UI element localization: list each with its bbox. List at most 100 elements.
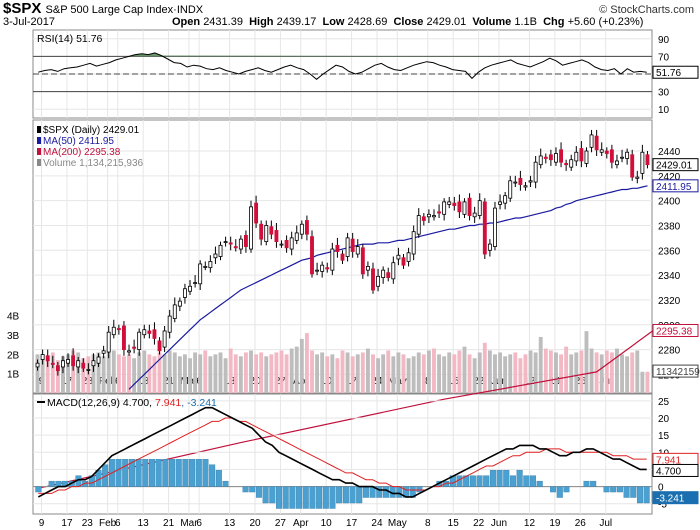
macd-histogram-bar bbox=[416, 486, 423, 493]
open-value: 2431.39 bbox=[203, 16, 243, 28]
candle-body bbox=[320, 264, 325, 272]
candle-body bbox=[111, 326, 116, 336]
macd-histogram-bar bbox=[309, 486, 316, 509]
macd-histogram-bar bbox=[148, 458, 155, 487]
macd-histogram-bar bbox=[276, 486, 282, 509]
macd-histogram-bar bbox=[249, 486, 256, 493]
volume-bar bbox=[243, 352, 248, 393]
rsi-title: RSI(14) 51.76 bbox=[37, 33, 103, 45]
candle-body bbox=[289, 237, 294, 250]
volume-bar bbox=[543, 348, 548, 393]
macd-histogram-bar bbox=[530, 475, 537, 487]
macd-histogram-bar bbox=[483, 475, 490, 487]
last-volume-value: 1134215936 bbox=[656, 367, 700, 378]
candle-body bbox=[432, 215, 436, 218]
candle-body bbox=[152, 329, 157, 339]
macd-histogram-bar bbox=[469, 475, 476, 487]
volume-bar bbox=[330, 354, 335, 393]
volume-bar bbox=[279, 350, 284, 393]
macd-histogram-bar bbox=[128, 458, 135, 487]
volume-bar bbox=[548, 350, 553, 393]
volume-bar bbox=[498, 352, 503, 393]
rsi-last-value: 51.76 bbox=[656, 68, 681, 79]
price-tick-label: 2280 bbox=[658, 346, 681, 357]
macd-histogram-bar bbox=[55, 480, 62, 487]
candle-body bbox=[609, 149, 614, 163]
candle-body bbox=[584, 150, 589, 164]
volume-bar bbox=[142, 350, 147, 393]
candle-body bbox=[447, 201, 452, 205]
macd-histogram-bar bbox=[523, 475, 530, 487]
macd-line bbox=[37, 406, 647, 498]
high-value: 2439.17 bbox=[276, 16, 317, 28]
volume-bar bbox=[421, 354, 426, 393]
last-ma200-value: 2295.38 bbox=[656, 326, 693, 337]
volume-bar bbox=[193, 352, 198, 393]
candle-body bbox=[182, 288, 187, 298]
macd-histogram-bar bbox=[550, 486, 557, 493]
last-close-value: 2429.01 bbox=[656, 161, 693, 172]
volume-bar bbox=[91, 354, 96, 393]
macd-histogram-bar bbox=[356, 486, 363, 504]
macd-histogram-bar bbox=[349, 486, 356, 504]
candle-body bbox=[40, 354, 45, 360]
candle-body bbox=[487, 243, 492, 251]
candle-body bbox=[315, 269, 320, 272]
candle-body bbox=[243, 235, 248, 247]
macd-signal-last: 7.941 bbox=[656, 455, 681, 466]
volume-bar bbox=[442, 356, 447, 393]
candle-body bbox=[259, 223, 264, 240]
volume-bar bbox=[554, 352, 558, 393]
volume-bar bbox=[609, 352, 614, 393]
volume-bar bbox=[386, 350, 391, 393]
candle-body bbox=[594, 135, 599, 151]
rsi-line bbox=[38, 52, 647, 80]
macd-title-part-3: , -3.241 bbox=[181, 397, 217, 409]
candle-body bbox=[299, 223, 304, 235]
macd-histogram-bar bbox=[443, 480, 450, 487]
candle-body bbox=[198, 263, 203, 285]
macd-histogram-bar bbox=[516, 469, 523, 487]
price-tick-label: 2340 bbox=[658, 271, 681, 282]
volume-bar bbox=[447, 352, 452, 393]
candle-body bbox=[498, 201, 503, 205]
volume-bar bbox=[518, 358, 523, 393]
candle-body bbox=[615, 160, 619, 166]
candle-body bbox=[645, 154, 650, 166]
volume-bar bbox=[528, 350, 533, 393]
candle-body bbox=[416, 215, 421, 235]
macd-histogram-bar bbox=[202, 458, 209, 487]
volume-bar bbox=[289, 348, 294, 393]
macd-histogram-bar bbox=[48, 480, 55, 487]
volume-bar bbox=[589, 348, 594, 393]
candle-body bbox=[635, 176, 640, 179]
volume-bar bbox=[137, 352, 142, 393]
volume-bar bbox=[325, 356, 330, 393]
volume-bar bbox=[350, 356, 355, 393]
candle-body bbox=[437, 211, 442, 214]
volume-bar bbox=[462, 346, 467, 393]
volume-bar bbox=[106, 348, 111, 393]
x-tick-label-macd: 23 bbox=[82, 518, 94, 529]
macd-histogram-bar bbox=[175, 458, 182, 487]
candle-body bbox=[137, 331, 142, 350]
macd-tick-label: 15 bbox=[658, 431, 670, 442]
macd-hist-box bbox=[652, 491, 699, 505]
volume-bar bbox=[182, 354, 187, 393]
price-tick-label: 2400 bbox=[658, 197, 681, 208]
candle-body bbox=[284, 239, 289, 249]
volume-bar bbox=[198, 354, 203, 393]
candle-body bbox=[127, 350, 131, 353]
macd-tick-label: 0 bbox=[658, 483, 664, 494]
macd-histogram-bar bbox=[336, 486, 343, 504]
volume-bar bbox=[508, 354, 513, 393]
macd-histogram-bar bbox=[376, 486, 383, 498]
volume-bar bbox=[111, 350, 116, 393]
macd-histogram-bar bbox=[489, 469, 496, 487]
divider-price bbox=[33, 393, 652, 394]
macd-histogram-bar bbox=[142, 458, 149, 487]
volume-bar bbox=[620, 354, 624, 393]
candle-body bbox=[630, 154, 635, 178]
volume-bar bbox=[177, 356, 182, 393]
macd-histogram-bar bbox=[209, 464, 216, 487]
